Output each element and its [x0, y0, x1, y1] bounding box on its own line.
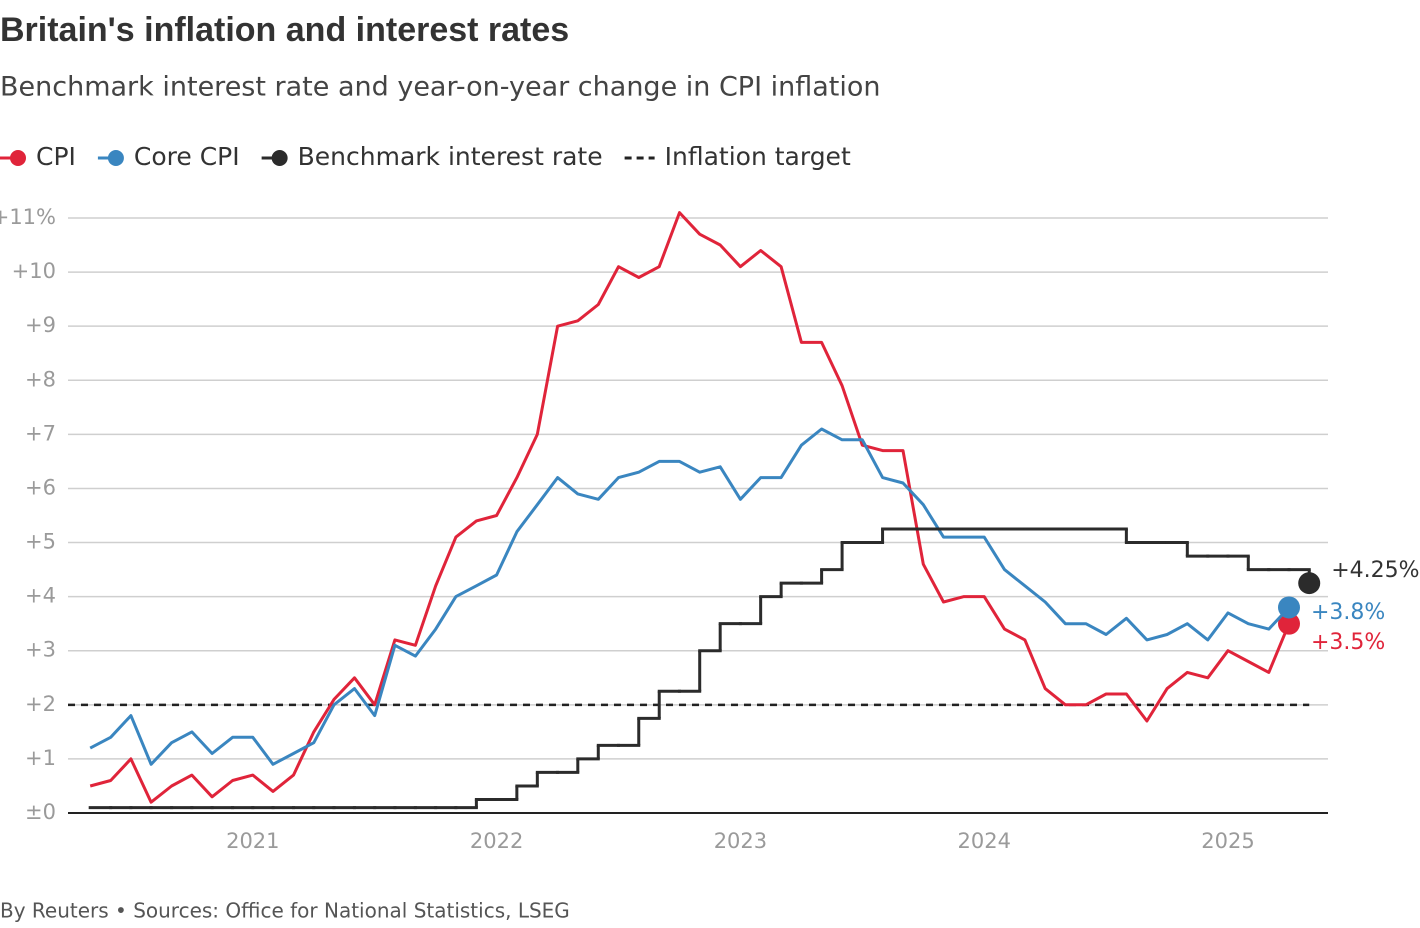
legend-label: CPI	[36, 142, 76, 171]
end-dot	[1277, 596, 1300, 619]
y-tick-label: +6	[25, 475, 56, 499]
series-line	[89, 211, 1291, 804]
y-tick-label: +1	[25, 746, 56, 770]
legend-dot	[107, 150, 124, 166]
y-tick-label: +7	[25, 421, 56, 445]
y-tick-label: +4	[25, 584, 56, 608]
legend-label: Benchmark interest rate	[298, 142, 603, 171]
legend-label: Inflation target	[665, 142, 851, 171]
chart-subtitle: Benchmark interest rate and year-on-year…	[0, 72, 881, 103]
x-tick-label: 2025	[1201, 829, 1254, 853]
y-tick-label: +3	[25, 638, 56, 662]
y-tick-label: +2	[25, 692, 56, 716]
x-tick-label: 2023	[714, 829, 767, 853]
legend-dot	[10, 150, 26, 166]
legend-dot	[271, 150, 288, 166]
end-label: +3.8%	[1311, 600, 1385, 625]
source-note: By Reuters • Sources: Office for Nationa…	[0, 899, 570, 923]
end-label: +4.25%	[1331, 558, 1419, 583]
chart-title: Britain's inflation and interest rates	[0, 11, 569, 49]
y-tick-label: +10	[12, 259, 56, 283]
end-label: +3.5%	[1311, 630, 1385, 655]
y-tick-label: ±0	[25, 800, 56, 824]
x-tick-label: 2022	[470, 829, 523, 853]
series-line	[89, 427, 1291, 766]
end-dot	[1277, 612, 1300, 635]
y-tick-label: +5	[25, 530, 56, 554]
legend-label: Core CPI	[134, 142, 240, 171]
end-dot	[1298, 572, 1321, 595]
x-tick-label: 2024	[958, 829, 1011, 853]
y-tick-label: +8	[25, 367, 56, 391]
y-tick-label: +9	[25, 313, 56, 337]
y-tick-label: +11%	[0, 205, 56, 229]
x-tick-label: 2021	[226, 829, 279, 853]
